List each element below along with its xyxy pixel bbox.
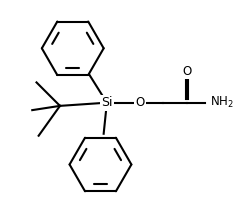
- Text: Si: Si: [101, 96, 113, 109]
- Text: O: O: [182, 65, 192, 78]
- Text: O: O: [135, 96, 144, 109]
- Text: NH$_2$: NH$_2$: [210, 95, 234, 110]
